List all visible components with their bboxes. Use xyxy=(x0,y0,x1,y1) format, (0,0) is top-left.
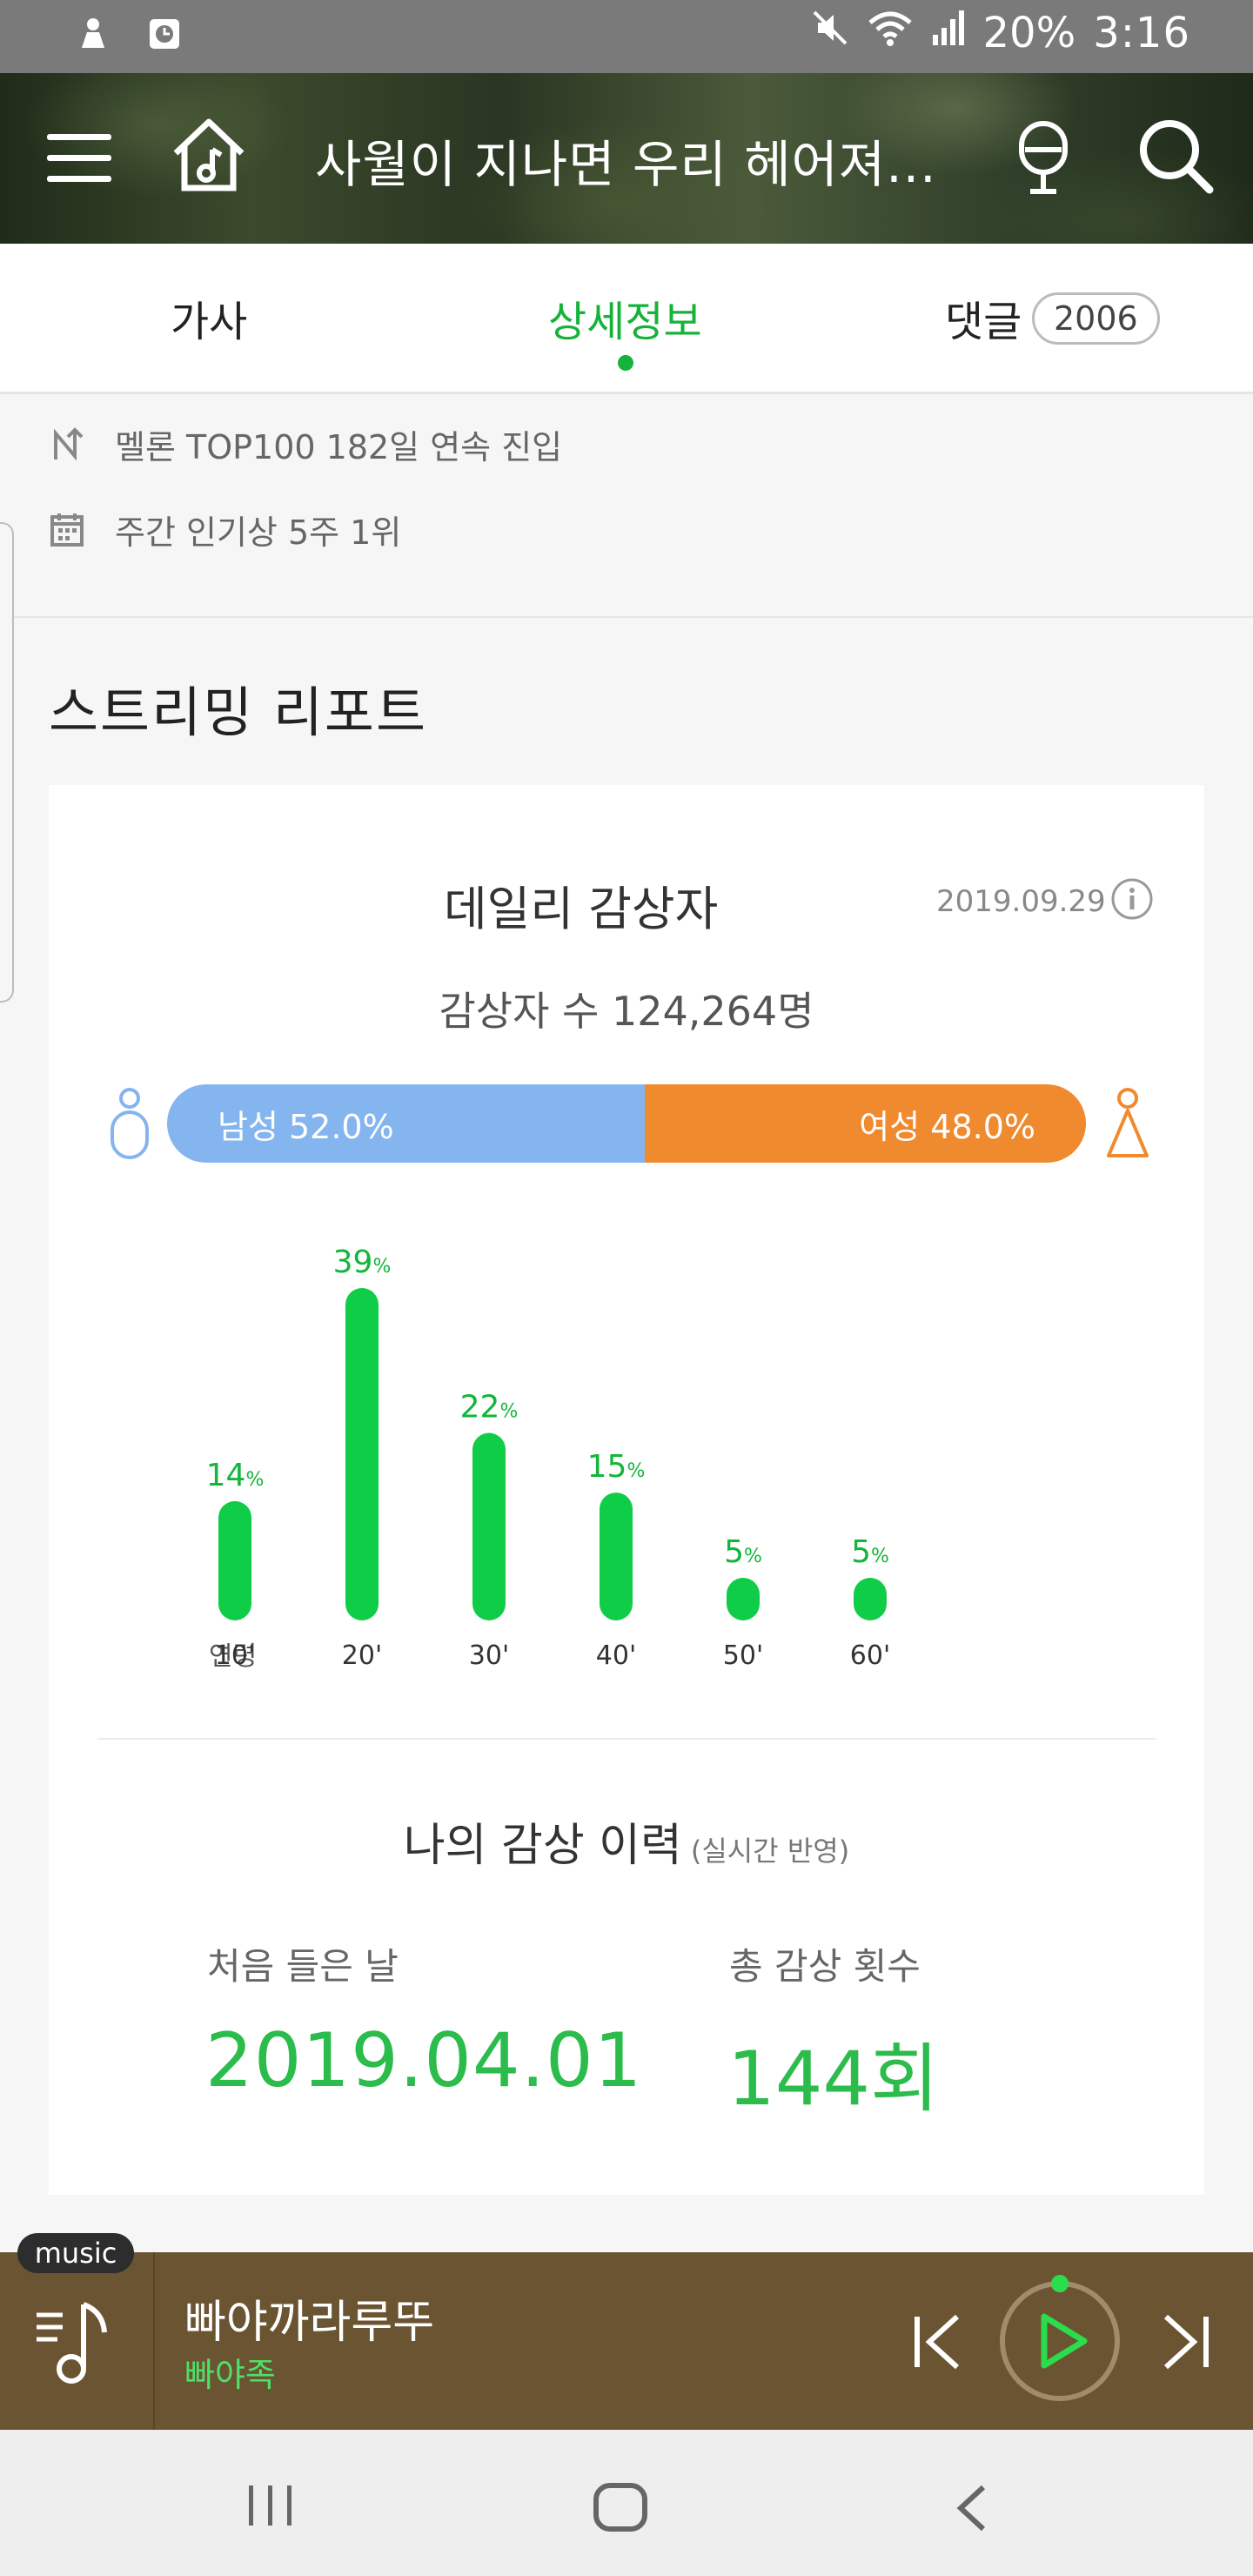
female-icon xyxy=(1103,1086,1152,1161)
status-bar: 20% 3:16 xyxy=(0,0,1253,73)
history-subtitle: (실시간 반영) xyxy=(690,1835,850,1868)
daily-listeners-title: 데일리 감상자 xyxy=(444,882,719,936)
age-category-label-4: 50' xyxy=(723,1640,763,1671)
song-title: 사월이 지나면 우리 헤어져... xyxy=(315,135,937,194)
card-divider xyxy=(97,1738,1156,1740)
age-distribution-chart: 14% 10' 39% 20' 22% 30' 15% 40' 5% 50' 5% 60' xyxy=(206,1244,891,1671)
status-right: 20% 3:16 xyxy=(811,9,1190,57)
age-bar-3 xyxy=(600,1493,633,1620)
age-bar-value-5: 5% xyxy=(851,1534,889,1570)
header: 사월이 지나면 우리 헤어져... xyxy=(0,73,1253,244)
age-axis-label: 연령 xyxy=(209,1641,258,1672)
total-plays-count: 144회 xyxy=(727,2036,940,2123)
clock-time: 3:16 xyxy=(1093,9,1190,57)
age-category-label-2: 30' xyxy=(469,1640,509,1671)
trend-arrow-icon xyxy=(49,426,85,463)
next-icon[interactable] xyxy=(1157,2311,1213,2372)
total-plays-label: 총 감상 횟수 xyxy=(729,1945,921,1988)
comment-count-badge: 2006 xyxy=(1032,292,1160,345)
listener-count: 감상자 수 124,264명 xyxy=(439,988,814,1035)
menu-icon[interactable] xyxy=(47,131,111,186)
info-icon[interactable] xyxy=(1110,877,1154,921)
now-playing-artist: 빠야족 xyxy=(184,2356,276,2394)
battery-text: 20% xyxy=(982,9,1076,57)
signal-icon xyxy=(931,9,966,57)
tab-details[interactable]: 상세정보 xyxy=(548,298,702,346)
report-card xyxy=(49,785,1204,2195)
home-music-icon[interactable] xyxy=(171,115,247,195)
status-left-icons xyxy=(75,16,183,52)
back-icon[interactable] xyxy=(950,2482,994,2534)
gender-ratio-bar: 남성 52.0% 여성 48.0% xyxy=(167,1084,1086,1163)
top100-text: 멜론 TOP100 182일 연속 진입 xyxy=(115,428,563,466)
system-nav-bar xyxy=(0,2430,1253,2576)
album-art-background xyxy=(0,73,1253,244)
playlist-music-icon[interactable] xyxy=(33,2294,129,2390)
first-listen-date: 2019.04.01 xyxy=(205,2017,643,2104)
recent-apps-icon[interactable] xyxy=(245,2484,298,2527)
clock-icon xyxy=(146,16,183,52)
mute-icon xyxy=(811,9,849,57)
male-segment: 남성 52.0% xyxy=(167,1084,646,1163)
player-divider xyxy=(153,2252,155,2430)
song-info-section: 멜론 TOP100 182일 연속 진입 주간 인기상 5주 1위 xyxy=(0,394,1253,618)
listening-history-title: 나의 감상 이력 (실시간 반영) xyxy=(0,1808,1253,1874)
tab-comments[interactable]: 댓글 xyxy=(945,298,1022,346)
age-bar-value-2: 22% xyxy=(460,1390,519,1426)
mic-icon[interactable] xyxy=(1016,120,1070,197)
age-category-label-1: 20' xyxy=(342,1640,382,1671)
age-bar-1 xyxy=(345,1288,379,1620)
female-segment: 여성 48.0% xyxy=(645,1084,1086,1163)
age-bar-value-3: 15% xyxy=(587,1449,646,1485)
now-playing-title: 빠야까라루뚜 xyxy=(184,2297,435,2349)
age-bar-value-0: 14% xyxy=(206,1458,265,1493)
male-icon xyxy=(108,1086,151,1161)
age-category-label-5: 60' xyxy=(850,1640,890,1671)
age-bar-0 xyxy=(218,1500,251,1620)
previous-icon[interactable] xyxy=(910,2311,966,2372)
history-title-text: 나의 감상 이력 xyxy=(403,1820,682,1872)
report-date: 2019.09.29 xyxy=(936,884,1106,919)
age-bar-value-1: 39% xyxy=(333,1244,392,1280)
side-panel-handle[interactable] xyxy=(0,522,14,1003)
age-bar-5 xyxy=(854,1578,887,1620)
home-icon[interactable] xyxy=(592,2482,649,2532)
wifi-icon xyxy=(867,9,914,57)
age-bar-4 xyxy=(727,1578,760,1620)
calendar-icon xyxy=(49,512,85,548)
streaming-report-title: 스트리밍 리포트 xyxy=(49,681,427,744)
weekly-award-row: 주간 인기상 5주 1위 xyxy=(49,506,401,553)
notification-icon xyxy=(75,16,111,52)
top100-row: 멜론 TOP100 182일 연속 진입 xyxy=(49,420,562,468)
active-tab-indicator xyxy=(618,355,633,371)
play-icon[interactable] xyxy=(995,2273,1124,2402)
age-bar-value-4: 5% xyxy=(724,1534,762,1570)
weekly-award-text: 주간 인기상 5주 1위 xyxy=(115,513,402,552)
age-bar-2 xyxy=(472,1432,506,1620)
tab-lyrics[interactable]: 가사 xyxy=(171,298,248,346)
age-category-label-3: 40' xyxy=(596,1640,636,1671)
first-listen-label: 처음 들은 날 xyxy=(207,1945,399,1988)
age-category-label-0: 10' xyxy=(215,1640,255,1671)
tab-bar: 가사 상세정보 댓글 2006 xyxy=(0,244,1253,394)
search-icon[interactable] xyxy=(1136,117,1215,195)
music-badge: music xyxy=(17,2233,134,2273)
